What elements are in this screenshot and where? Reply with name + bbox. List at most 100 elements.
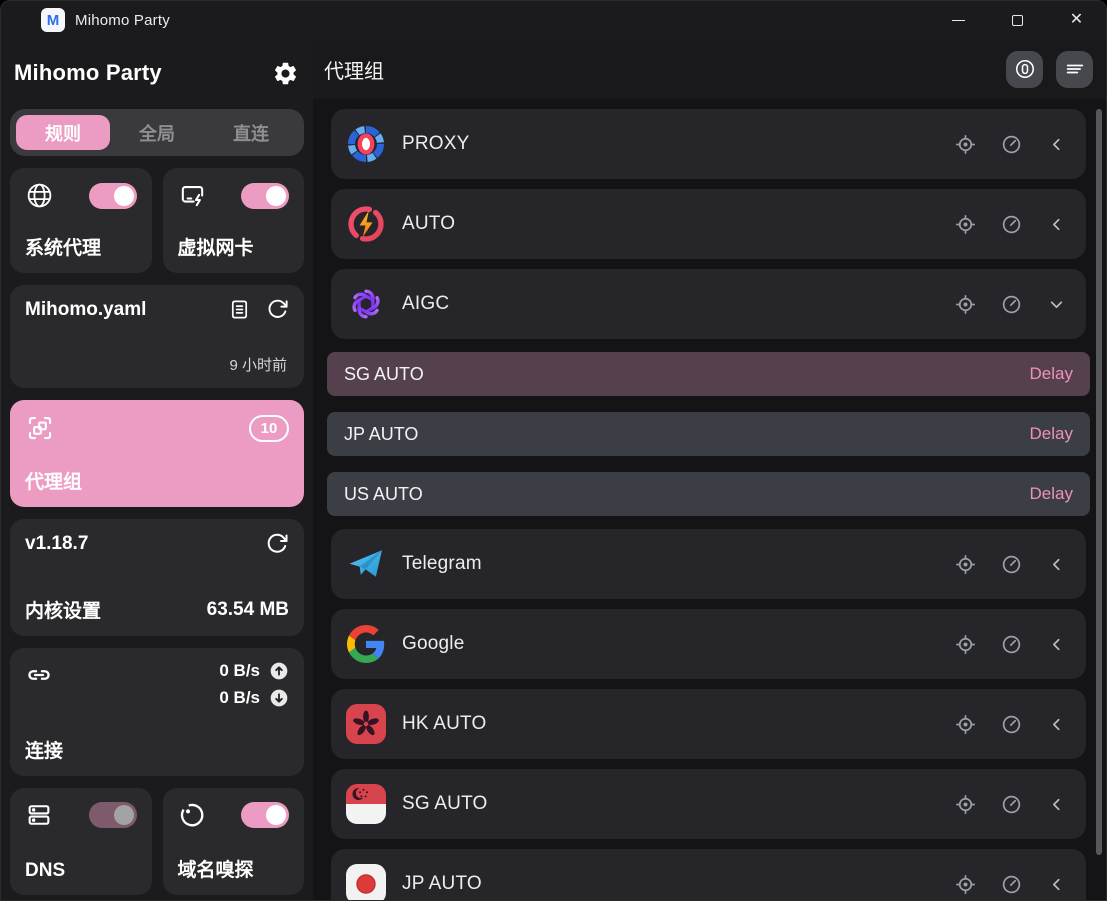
node-delay-button[interactable]: Delay — [1029, 484, 1073, 503]
hongkong-flag-icon — [346, 704, 386, 744]
system-proxy-card[interactable]: 系统代理 — [10, 168, 152, 273]
proxy-groups-count-badge: 10 — [249, 414, 289, 442]
minimize-button[interactable] — [929, 1, 988, 39]
link-icon — [28, 670, 50, 680]
connections-label: 连接 — [25, 741, 64, 762]
lightning-ring-logo-icon — [346, 204, 386, 244]
speed-test-icon[interactable] — [1000, 553, 1023, 576]
titlebar: M Mihomo Party ✕ — [1, 1, 1106, 39]
node-name: US AUTO — [344, 483, 423, 504]
chevron-down-icon[interactable] — [1046, 294, 1067, 315]
speed-test-icon[interactable] — [1000, 633, 1023, 656]
system-proxy-toggle[interactable] — [88, 182, 137, 209]
group-name: Telegram — [402, 553, 482, 574]
node-name: SG AUTO — [344, 363, 424, 384]
tab-rule-mode[interactable]: 规则 — [16, 115, 110, 150]
proxy-groups-label: 代理组 — [25, 472, 83, 493]
maximize-button[interactable] — [988, 1, 1047, 39]
settings-button[interactable] — [270, 58, 300, 88]
locate-proxy-icon[interactable] — [954, 133, 977, 156]
profile-refresh-icon[interactable] — [266, 298, 289, 321]
locate-proxy-icon[interactable] — [954, 633, 977, 656]
tab-global-mode[interactable]: 全局 — [139, 123, 175, 144]
locate-proxy-icon[interactable] — [954, 293, 977, 316]
profile-file-icon[interactable] — [228, 298, 251, 321]
group-list-style-button[interactable] — [1056, 50, 1093, 88]
group-row-auto[interactable]: AUTO — [331, 189, 1086, 259]
sniffer-label: 域名嗅探 — [177, 860, 254, 881]
locate-proxy-icon[interactable] — [954, 873, 977, 896]
chevron-left-icon[interactable] — [1046, 214, 1067, 235]
virtual-nic-icon — [181, 186, 203, 207]
dns-server-icon — [28, 805, 50, 825]
sniffer-toggle[interactable] — [241, 802, 289, 828]
zero-circle-icon — [1015, 59, 1034, 79]
tun-toggle[interactable] — [241, 182, 289, 209]
singapore-flag-icon — [346, 784, 386, 824]
tab-direct-mode[interactable]: 直连 — [233, 123, 269, 144]
locate-proxy-icon[interactable] — [954, 213, 977, 236]
dns-card[interactable]: DNS — [10, 788, 152, 895]
group-name: AUTO — [402, 213, 456, 234]
group-row-proxy[interactable]: PROXY — [331, 109, 1086, 179]
scrollbar-thumb[interactable] — [1096, 109, 1102, 855]
app-title: Mihomo Party — [14, 60, 162, 85]
close-button[interactable]: ✕ — [1047, 1, 1106, 39]
app-logo-icon: M — [41, 8, 65, 32]
locate-proxy-icon[interactable] — [954, 553, 977, 576]
core-restart-icon[interactable] — [265, 532, 289, 556]
speed-test-icon[interactable] — [1000, 873, 1023, 896]
speed-test-icon[interactable] — [1000, 713, 1023, 736]
speed-test-icon[interactable] — [1000, 133, 1023, 156]
group-row-telegram[interactable]: Telegram — [331, 529, 1086, 599]
core-card[interactable]: v1.18.7 内核设置 63.54 MB — [10, 519, 304, 636]
core-version: v1.18.7 — [25, 533, 89, 554]
chevron-left-icon[interactable] — [1046, 634, 1067, 655]
connections-card[interactable]: 0 B/s 0 B/s — [10, 648, 304, 776]
tun-card[interactable]: 虚拟网卡 — [162, 168, 304, 273]
profile-card[interactable]: Mihomo.yaml 9 小时前 — [10, 285, 304, 388]
group-name: AIGC — [402, 293, 450, 314]
dns-label: DNS — [25, 860, 66, 881]
gear-icon — [274, 62, 296, 84]
telegram-logo-icon — [346, 544, 386, 584]
node-delay-button[interactable]: Delay — [1029, 364, 1073, 383]
chevron-left-icon[interactable] — [1046, 874, 1067, 895]
minimize-icon — [952, 19, 965, 21]
sniffer-icon — [180, 803, 203, 827]
node-delay-button[interactable]: Delay — [1029, 424, 1073, 443]
group-name: SG AUTO — [402, 793, 488, 814]
speed-test-icon[interactable] — [1000, 793, 1023, 816]
proxy-shutter-logo-icon — [346, 124, 386, 164]
group-row-aigc[interactable]: AIGC — [331, 269, 1086, 339]
chevron-left-icon[interactable] — [1046, 714, 1067, 735]
sniffer-card[interactable]: 域名嗅探 — [162, 788, 304, 895]
group-row-sg-auto[interactable]: SG AUTO — [331, 769, 1086, 839]
group-row-google[interactable]: Google — [331, 609, 1086, 679]
core-memory: 63.54 MB — [206, 598, 289, 620]
close-icon: ✕ — [1069, 11, 1084, 28]
google-logo-icon — [346, 624, 386, 664]
group-name: JP AUTO — [402, 873, 482, 894]
chevron-left-icon[interactable] — [1046, 794, 1067, 815]
node-row-sg-auto[interactable]: SG AUTO Delay — [327, 352, 1090, 396]
tun-label: 虚拟网卡 — [177, 238, 254, 259]
japan-flag-icon — [346, 864, 386, 900]
locate-proxy-icon[interactable] — [954, 793, 977, 816]
group-row-jp-auto[interactable]: JP AUTO — [331, 849, 1086, 900]
download-speed: 0 B/s — [219, 688, 260, 707]
locate-proxy-icon[interactable] — [954, 713, 977, 736]
delay-display-mode-button[interactable] — [1006, 50, 1043, 88]
node-row-us-auto[interactable]: US AUTO Delay — [327, 472, 1090, 516]
chevron-left-icon[interactable] — [1046, 554, 1067, 575]
speed-test-icon[interactable] — [1000, 213, 1023, 236]
main-content: 代理组 — [313, 39, 1106, 900]
dns-toggle[interactable] — [88, 802, 137, 828]
proxy-groups-card[interactable]: 10 代理组 — [10, 400, 304, 507]
node-row-jp-auto[interactable]: JP AUTO Delay — [327, 412, 1090, 456]
speed-test-icon[interactable] — [1000, 293, 1023, 316]
group-row-hk-auto[interactable]: HK AUTO — [331, 689, 1086, 759]
chevron-left-icon[interactable] — [1046, 134, 1067, 155]
text-lines-icon — [1066, 64, 1083, 74]
